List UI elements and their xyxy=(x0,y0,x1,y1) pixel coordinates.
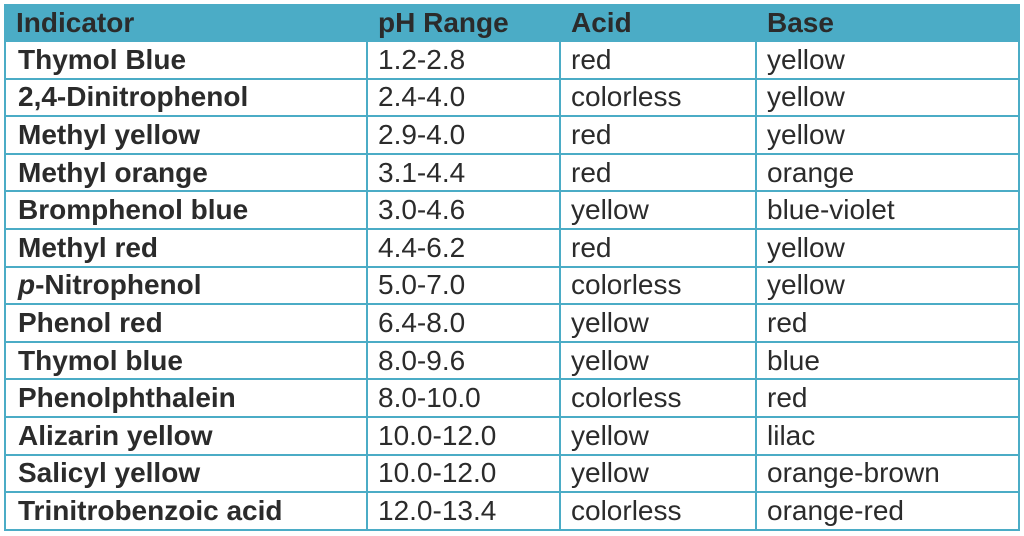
ph-range-cell: 10.0-12.0 xyxy=(366,453,561,494)
indicator-cell: p-Nitrophenol xyxy=(4,265,368,306)
base-color-cell: yellow xyxy=(755,77,1020,118)
table-row: Bromphenol blue 3.0-4.6 yellow blue-violet xyxy=(4,190,1020,230)
acid-color-cell: colorless xyxy=(559,265,757,306)
ph-range-cell: 8.0-9.6 xyxy=(366,340,561,381)
acid-color-cell: red xyxy=(559,152,757,193)
ph-range-cell: 4.4-6.2 xyxy=(366,227,561,268)
indicator-table-container: Indicator pH Range Acid Base Thymol Blue… xyxy=(4,4,1020,531)
base-color-cell: lilac xyxy=(755,415,1020,456)
header-base: Base xyxy=(755,4,1020,42)
acid-color-cell: yellow xyxy=(559,415,757,456)
acid-color-cell: colorless xyxy=(559,378,757,418)
indicator-cell: Trinitrobenzoic acid xyxy=(4,491,368,531)
acid-color-cell: yellow xyxy=(559,303,757,343)
indicator-name: Phenol red xyxy=(18,306,163,338)
base-color-cell: orange-red xyxy=(755,491,1020,531)
indicator-cell: 2,4-Dinitrophenol xyxy=(4,77,368,118)
base-color-cell: yellow xyxy=(755,115,1020,155)
table-body: Thymol Blue 1.2-2.8 red yellow 2,4-Dinitroph… xyxy=(4,40,1020,531)
acid-color-cell: red xyxy=(559,227,757,268)
base-color-cell: orange xyxy=(755,152,1020,193)
table-row: Phenolphthalein 8.0-10.0 colorless red xyxy=(4,378,1020,418)
table-row: Methyl orange 3.1-4.4 red orange xyxy=(4,152,1020,193)
indicator-name: Salicyl yellow xyxy=(18,457,201,489)
indicator-name: Thymol blue xyxy=(18,344,183,376)
ph-range-cell: 10.0-12.0 xyxy=(366,415,561,456)
indicator-name: Alizarin yellow xyxy=(18,419,213,451)
indicator-name: 2,4-Dinitrophenol xyxy=(18,81,249,113)
table-row: Thymol blue 8.0-9.6 yellow blue xyxy=(4,340,1020,381)
indicator-table: Indicator pH Range Acid Base Thymol Blue… xyxy=(4,4,1020,531)
indicator-cell: Salicyl yellow xyxy=(4,453,368,494)
ph-range-cell: 3.1-4.4 xyxy=(366,152,561,193)
base-color-cell: red xyxy=(755,303,1020,343)
ph-range-cell: 6.4-8.0 xyxy=(366,303,561,343)
indicator-prefix: p xyxy=(18,269,36,301)
ph-range-cell: 1.2-2.8 xyxy=(366,40,561,80)
base-color-cell: red xyxy=(755,378,1020,418)
ph-range-cell: 12.0-13.4 xyxy=(366,491,561,531)
acid-color-cell: red xyxy=(559,115,757,155)
indicator-cell: Methyl red xyxy=(4,227,368,268)
table-row: Phenol red 6.4-8.0 yellow red xyxy=(4,303,1020,343)
ph-range-cell: 2.4-4.0 xyxy=(366,77,561,118)
header-indicator: Indicator xyxy=(4,4,368,42)
indicator-cell: Alizarin yellow xyxy=(4,415,368,456)
indicator-cell: Methyl yellow xyxy=(4,115,368,155)
acid-color-cell: colorless xyxy=(559,491,757,531)
table-row: Methyl yellow 2.9-4.0 red yellow xyxy=(4,115,1020,155)
ph-range-cell: 8.0-10.0 xyxy=(366,378,561,418)
base-color-cell: blue xyxy=(755,340,1020,381)
indicator-name: Thymol Blue xyxy=(18,43,187,75)
indicator-cell: Thymol Blue xyxy=(4,40,368,80)
indicator-name: -Nitrophenol xyxy=(35,269,202,301)
base-color-cell: yellow xyxy=(755,40,1020,80)
indicator-cell: Bromphenol blue xyxy=(4,190,368,230)
indicator-name: Trinitrobenzoic acid xyxy=(18,494,283,526)
base-color-cell: orange-brown xyxy=(755,453,1020,494)
indicator-cell: Methyl orange xyxy=(4,152,368,193)
table-row: Methyl red 4.4-6.2 red yellow xyxy=(4,227,1020,268)
table-header: Indicator pH Range Acid Base xyxy=(4,4,1020,42)
acid-color-cell: red xyxy=(559,40,757,80)
base-color-cell: blue-violet xyxy=(755,190,1020,230)
table-row: p-Nitrophenol 5.0-7.0 colorless yellow xyxy=(4,265,1020,306)
indicator-cell: Phenolphthalein xyxy=(4,378,368,418)
indicator-cell: Phenol red xyxy=(4,303,368,343)
indicator-name: Phenolphthalein xyxy=(18,382,236,414)
indicator-name: Methyl orange xyxy=(18,156,208,188)
indicator-name: Bromphenol blue xyxy=(18,194,249,226)
ph-range-cell: 5.0-7.0 xyxy=(366,265,561,306)
table-row: 2,4-Dinitrophenol 2.4-4.0 colorless yellow xyxy=(4,77,1020,118)
ph-range-cell: 2.9-4.0 xyxy=(366,115,561,155)
header-acid: Acid xyxy=(559,4,757,42)
base-color-cell: yellow xyxy=(755,265,1020,306)
base-color-cell: yellow xyxy=(755,227,1020,268)
acid-color-cell: yellow xyxy=(559,190,757,230)
ph-range-cell: 3.0-4.6 xyxy=(366,190,561,230)
table-row: Alizarin yellow 10.0-12.0 yellow lilac xyxy=(4,415,1020,456)
table-row: Trinitrobenzoic acid 12.0-13.4 colorless or… xyxy=(4,491,1020,531)
header-ph-range: pH Range xyxy=(366,4,561,42)
indicator-name: Methyl red xyxy=(18,231,159,263)
table-row: Salicyl yellow 10.0-12.0 yellow orange-brow… xyxy=(4,453,1020,494)
header-row: Indicator pH Range Acid Base xyxy=(4,4,1020,42)
indicator-cell: Thymol blue xyxy=(4,340,368,381)
acid-color-cell: colorless xyxy=(559,77,757,118)
table-row: Thymol Blue 1.2-2.8 red yellow xyxy=(4,40,1020,80)
acid-color-cell: yellow xyxy=(559,453,757,494)
acid-color-cell: yellow xyxy=(559,340,757,381)
indicator-name: Methyl yellow xyxy=(18,118,201,150)
